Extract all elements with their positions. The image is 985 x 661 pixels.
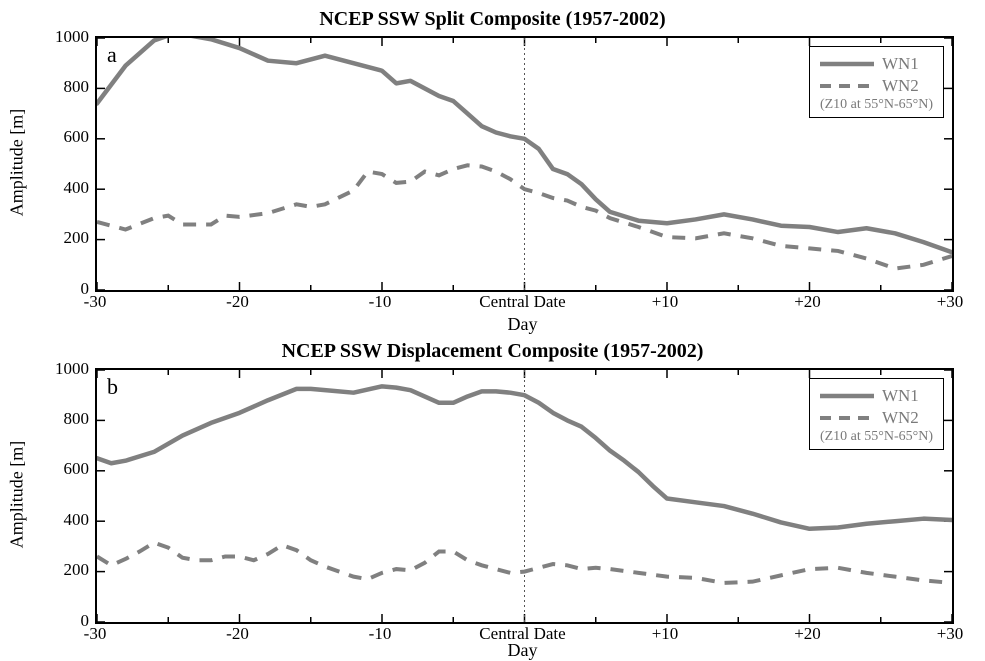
xtick-label: Central Date [479, 292, 565, 312]
ytick-label: 800 [64, 77, 90, 97]
panel-a-ylabel: Amplitude [m] [7, 93, 28, 233]
xtick-label: +30 [937, 292, 964, 312]
legend-item: WN1 [820, 385, 933, 407]
ytick-label: 200 [64, 228, 90, 248]
legend-subtitle: (Z10 at 55°N-65°N) [820, 97, 933, 113]
panel-b-xlabel: Day [95, 640, 950, 661]
panel-b-letter: b [107, 374, 118, 400]
legend-label: WN2 [882, 76, 919, 96]
legend-label: WN1 [882, 386, 919, 406]
legend-item: WN2 [820, 407, 933, 429]
panel-b-title: NCEP SSW Displacement Composite (1957-20… [0, 340, 985, 363]
legend-subtitle: (Z10 at 55°N-65°N) [820, 429, 933, 445]
legend-label: WN1 [882, 54, 919, 74]
ytick-label: 600 [64, 127, 90, 147]
ytick-label: 400 [64, 510, 90, 530]
figure: NCEP SSW Split Composite (1957-2002) Amp… [0, 0, 985, 649]
xtick-label: -20 [226, 292, 249, 312]
panel-a-title: NCEP SSW Split Composite (1957-2002) [0, 8, 985, 31]
panel-b-ylabel: Amplitude [m] [7, 425, 28, 565]
ytick-label: 600 [64, 459, 90, 479]
legend-item: WN1 [820, 53, 933, 75]
legend-item: WN2 [820, 75, 933, 97]
panel-a-letter: a [107, 42, 117, 68]
xtick-label: +20 [794, 292, 821, 312]
xtick-label: -30 [84, 292, 107, 312]
ytick-label: 1000 [55, 359, 89, 379]
ytick-label: 200 [64, 560, 90, 580]
panel-b-legend: WN1WN2(Z10 at 55°N-65°N) [809, 378, 944, 450]
ytick-label: 800 [64, 409, 90, 429]
panel-b-plot: b WN1WN2(Z10 at 55°N-65°N) [95, 368, 954, 624]
panel-a-legend: WN1WN2(Z10 at 55°N-65°N) [809, 46, 944, 118]
panel-a-xlabel: Day [95, 314, 950, 335]
xtick-label: +10 [652, 292, 679, 312]
legend-label: WN2 [882, 408, 919, 428]
xtick-label: -10 [369, 292, 392, 312]
ytick-label: 1000 [55, 27, 89, 47]
ytick-label: 400 [64, 178, 90, 198]
panel-a-plot: a WN1WN2(Z10 at 55°N-65°N) [95, 36, 954, 292]
